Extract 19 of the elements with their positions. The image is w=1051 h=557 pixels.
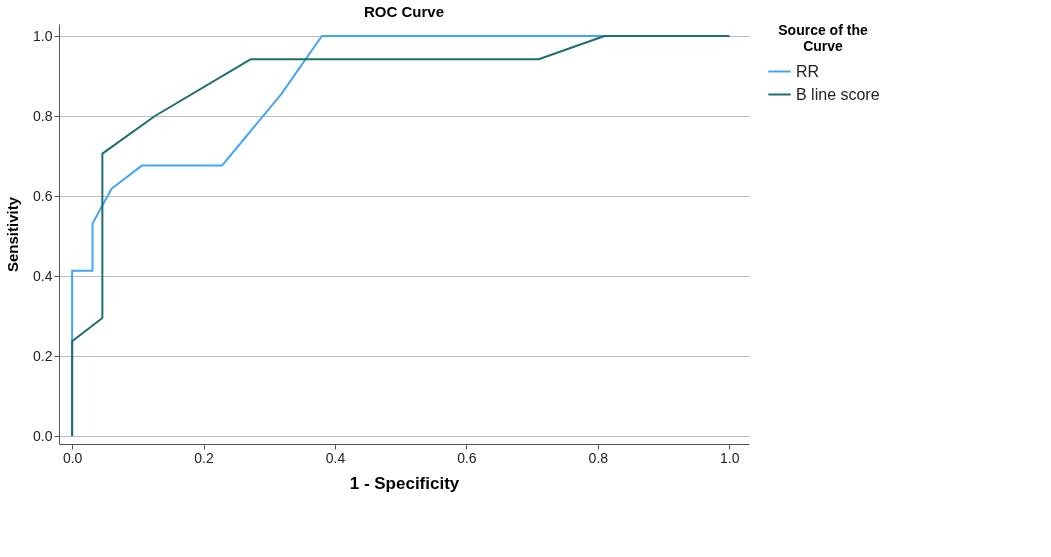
y-tick-label: 0.2 [33,347,53,364]
y-tick-label: 0.8 [33,107,53,124]
x-tick-label: 0.2 [194,449,215,466]
x-tick-label: 0.4 [325,449,346,466]
y-tick-label: 0.6 [33,187,53,204]
y-axis-title: Sensitivity [4,196,22,273]
x-tick-label: 0.6 [457,449,477,466]
y-tick-label: 1.0 [33,27,53,44]
x-tick-label: 0.0 [62,449,83,466]
x-tick-label: 1.0 [720,449,740,466]
y-tick-label: 0.0 [33,427,53,444]
chart-title: ROC Curve [363,3,445,20]
legend-label: RR [796,62,820,80]
line-series [71,35,731,437]
legend-label: B line score [796,85,880,103]
legend-title: Source of the Curve [778,22,868,54]
x-axis-title: 1 - Specificity [349,473,460,493]
y-tick-label: 0.4 [33,267,53,284]
x-tick-label: 0.8 [588,449,609,466]
